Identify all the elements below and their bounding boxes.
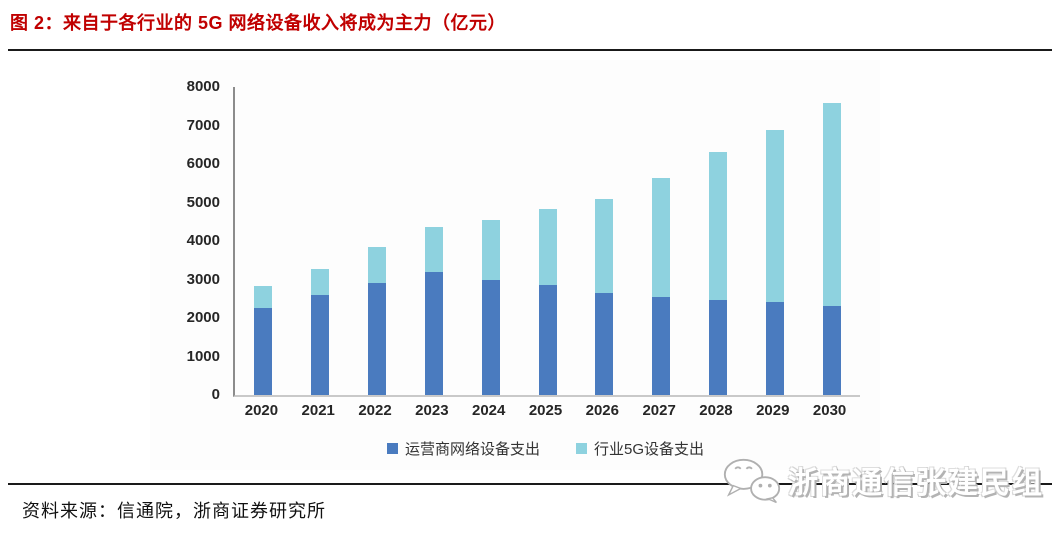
legend-item-operator: 运营商网络设备支出 (386, 438, 540, 459)
x-tick-label: 2020 (244, 402, 279, 419)
watermark: 浙商通信张建民组 (722, 456, 1044, 504)
watermark-text: 浙商通信张建民组 (788, 467, 1044, 500)
x-tick-label: 2030 (812, 402, 847, 419)
legend-swatch-industry (576, 443, 587, 454)
y-tick-label: 5000 (186, 193, 220, 211)
x-tick-label: 2023 (415, 402, 449, 419)
bar-2029-industry (765, 130, 784, 302)
x-tick-label: 2029 (756, 402, 790, 419)
bar-2025-operator (538, 285, 557, 395)
bar-2021-industry (311, 268, 330, 295)
bar-2023-operator (424, 271, 443, 395)
x-tick-label: 2022 (358, 402, 392, 419)
x-tick-label: 2024 (471, 402, 506, 419)
y-tick-label: 8000 (186, 78, 220, 95)
chart-legend: 运营商网络设备支出 行业5G设备支出 (233, 438, 858, 459)
stacked-bar-chart: 0 1000 2000 3000 4000 5000 6000 7000 8000 2020 20… (150, 60, 880, 470)
bar-2020-industry (254, 286, 273, 309)
y-tick-label: 6000 (186, 155, 220, 172)
x-axis: 2020 2021 2022 2023 2024 2025 2026 2027 2028 2029… (233, 402, 860, 424)
bar-2030-operator (822, 305, 841, 395)
figure-title: 图 2：来自于各行业的 5G 网络设备收入将成为主力（亿元） (10, 13, 507, 33)
x-tick-label: 2025 (528, 402, 563, 419)
bar-2024-industry (481, 219, 500, 280)
source-note: 资料来源：信通院，浙商证券研究所 (22, 501, 326, 521)
wechat-icon (723, 458, 781, 504)
y-tick-label: 3000 (186, 270, 220, 288)
x-tick-label: 2026 (585, 402, 619, 419)
bar-2027-operator (652, 296, 671, 395)
bar-2022-industry (368, 246, 387, 284)
title-divider (8, 49, 1052, 51)
x-tick-label: 2021 (301, 402, 335, 419)
legend-label-industry: 行业5G设备支出 (594, 441, 705, 458)
bar-2021-operator (311, 294, 330, 395)
bar-2027-industry (652, 178, 671, 297)
bar-2029-operator (765, 301, 784, 395)
y-tick-label: 1000 (186, 347, 220, 365)
y-axis: 0 1000 2000 3000 4000 5000 6000 7000 8000 (150, 60, 228, 405)
bar-2026-industry (595, 199, 614, 293)
y-tick-label: 0 (211, 386, 220, 403)
bar-2022-operator (368, 283, 387, 395)
bar-2020-operator (254, 308, 273, 395)
footer-divider (8, 483, 1052, 485)
y-tick-label: 7000 (186, 116, 220, 134)
plot-area (233, 87, 860, 397)
bar-2025-industry (538, 209, 557, 286)
x-tick-label: 2027 (642, 402, 676, 419)
legend-swatch-operator (386, 443, 398, 454)
y-tick-label: 4000 (186, 232, 220, 249)
bar-2026-operator (595, 292, 614, 395)
bar-2030-industry (822, 103, 841, 306)
bar-2024-operator (481, 279, 500, 395)
bar-2028-industry (708, 152, 727, 300)
legend-item-industry: 行业5G设备支出 (576, 438, 704, 459)
x-tick-label: 2028 (699, 402, 733, 419)
bar-2028-operator (708, 299, 727, 395)
bar-2023-industry (424, 227, 443, 272)
y-tick-label: 2000 (186, 309, 220, 326)
legend-label-operator: 运营商网络设备支出 (404, 441, 540, 458)
